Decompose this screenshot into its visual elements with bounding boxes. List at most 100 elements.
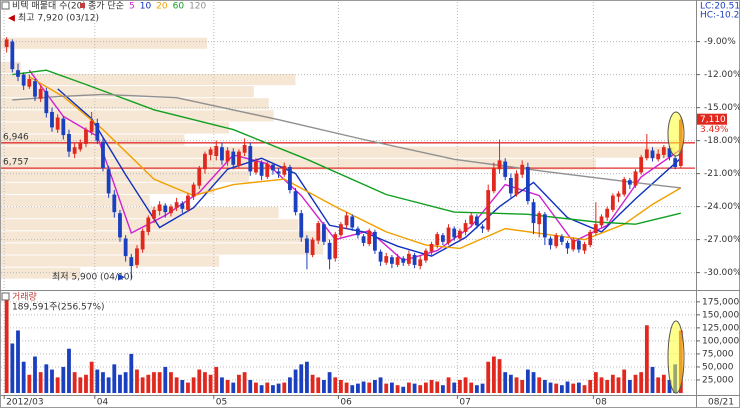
candle-body xyxy=(514,173,519,195)
candle-body xyxy=(599,216,604,226)
candle-body xyxy=(180,203,185,209)
volume-bar xyxy=(123,372,128,393)
volume-bar xyxy=(305,361,309,393)
volume-bar xyxy=(503,372,508,393)
candle-body xyxy=(395,257,400,265)
candle-body xyxy=(191,184,196,197)
volume-bar xyxy=(146,374,151,393)
volume-bar xyxy=(152,372,156,393)
candle-body xyxy=(446,227,451,243)
profile-bar xyxy=(1,170,249,182)
x-tick-label: 2012/03 xyxy=(6,398,43,408)
candle-body xyxy=(305,238,309,253)
candle-body xyxy=(33,81,37,97)
volume-bar xyxy=(378,377,383,393)
volume-bar xyxy=(163,366,168,393)
profile-bar xyxy=(1,195,150,207)
legend-label: 종가 단순 xyxy=(88,1,124,12)
candle-body xyxy=(361,236,366,243)
candle-body xyxy=(639,157,644,173)
candle-body xyxy=(95,123,100,141)
candle-body xyxy=(418,259,423,266)
candle-body xyxy=(89,120,94,132)
volume-bar xyxy=(633,374,638,393)
volume-bar xyxy=(610,374,615,393)
legend: 5 10 20 60 120 xyxy=(129,2,207,12)
candle-body xyxy=(610,195,615,210)
profile-bar xyxy=(1,134,185,146)
volume-bar xyxy=(208,374,213,393)
y-tick-label: 125,000 xyxy=(702,323,739,333)
candle-body xyxy=(650,150,655,159)
volume-bar xyxy=(525,369,530,393)
volume-bar xyxy=(486,361,491,393)
candle-body xyxy=(588,231,593,246)
volume-bar xyxy=(554,383,559,393)
volume-bar xyxy=(412,383,417,393)
candle-body xyxy=(673,158,678,167)
volume-bar xyxy=(599,377,604,393)
candle-body xyxy=(401,258,406,263)
volume-bar xyxy=(21,361,26,393)
candle-body xyxy=(112,194,117,213)
candle-body xyxy=(129,257,134,266)
candle-body xyxy=(293,191,298,213)
candle-body xyxy=(565,242,570,249)
candle-body xyxy=(344,215,349,226)
volume-bar xyxy=(401,386,406,393)
volume-bar xyxy=(299,364,304,393)
candle-body xyxy=(520,164,525,175)
last-change: 3.49% xyxy=(700,125,729,135)
volume-bar xyxy=(203,372,207,393)
profile-bar xyxy=(1,255,220,267)
x-tick-label: 05 xyxy=(216,398,227,408)
volume-bar xyxy=(84,374,88,393)
candle-body xyxy=(84,129,88,144)
volume-bar xyxy=(38,372,43,393)
legend-box xyxy=(1,292,10,301)
legend-box xyxy=(1,1,10,10)
candle-body xyxy=(327,242,332,260)
volume-bar xyxy=(322,379,326,393)
volume-bar xyxy=(531,372,536,393)
volume-bar xyxy=(237,374,241,393)
candle-body xyxy=(27,79,32,87)
profile-bar xyxy=(1,207,279,219)
candle-body xyxy=(633,171,638,186)
volume-bar xyxy=(593,372,598,393)
volume-bar xyxy=(616,377,621,393)
volume-bar xyxy=(197,369,202,393)
candle-body xyxy=(316,223,321,241)
profile-bar xyxy=(1,158,596,170)
volume-bar xyxy=(101,372,105,393)
profile-bar xyxy=(1,74,296,86)
candle-body xyxy=(412,255,417,265)
candle-body xyxy=(214,146,219,156)
volume-bar xyxy=(327,372,332,393)
price-tag xyxy=(697,113,727,125)
volume-bar xyxy=(333,377,338,393)
volume-bar xyxy=(565,381,570,393)
volume-bar xyxy=(271,385,275,393)
candle-body xyxy=(21,74,26,86)
profile-bar xyxy=(1,231,329,243)
volume-bar xyxy=(395,385,400,393)
candle-body xyxy=(576,240,581,250)
y-tick-label: 75,000 xyxy=(702,349,734,359)
legend-title: 비텍 매물대 수(20) xyxy=(12,1,86,12)
candle-body xyxy=(197,168,202,186)
volume-bar xyxy=(67,348,71,393)
volume-bar xyxy=(429,379,434,393)
volume-bar xyxy=(259,385,264,393)
hc-label: HC:-10.23 xyxy=(700,11,740,21)
volume-bar xyxy=(571,383,576,393)
candle-body xyxy=(55,117,60,130)
candle-body xyxy=(469,215,474,225)
volume-bar xyxy=(384,383,389,393)
volume-bar xyxy=(140,377,145,393)
volume-bar xyxy=(644,325,649,393)
candle-body xyxy=(384,256,389,263)
volume-bar xyxy=(407,382,411,393)
y-tick-label: -15.00% xyxy=(704,103,740,113)
legend-marker xyxy=(80,3,85,8)
